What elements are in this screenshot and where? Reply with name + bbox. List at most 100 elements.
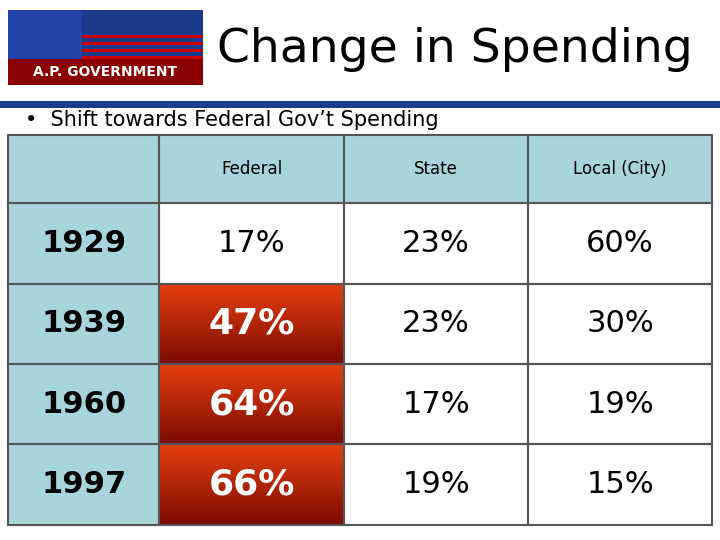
Bar xyxy=(159,407,344,408)
Bar xyxy=(159,372,344,373)
Bar xyxy=(159,310,344,312)
Bar xyxy=(159,516,344,518)
Bar xyxy=(159,473,344,475)
Bar xyxy=(159,322,344,324)
Bar xyxy=(159,509,344,511)
Bar xyxy=(159,338,344,339)
Bar xyxy=(159,343,344,345)
Bar xyxy=(159,362,344,364)
Bar xyxy=(159,368,344,370)
Bar xyxy=(159,519,344,521)
Bar xyxy=(159,479,344,481)
Bar xyxy=(159,298,344,300)
Bar xyxy=(344,444,528,525)
Bar xyxy=(159,335,344,337)
Bar xyxy=(159,441,344,442)
Bar xyxy=(159,360,344,361)
Bar xyxy=(159,404,344,406)
Bar xyxy=(159,135,344,203)
Bar xyxy=(159,438,344,440)
Text: 17%: 17% xyxy=(217,229,285,258)
Bar xyxy=(159,373,344,374)
Bar xyxy=(344,203,528,284)
Bar xyxy=(159,518,344,520)
Bar xyxy=(159,325,344,327)
Bar xyxy=(159,462,344,463)
Bar xyxy=(159,507,344,508)
Bar xyxy=(159,466,344,468)
Bar xyxy=(159,508,344,509)
Bar xyxy=(159,465,344,467)
Bar xyxy=(528,203,712,284)
Bar xyxy=(8,364,159,444)
Text: Change in Spending: Change in Spending xyxy=(217,28,693,72)
Bar xyxy=(159,495,344,497)
Bar xyxy=(159,517,344,519)
Bar xyxy=(0,101,720,108)
Bar xyxy=(159,487,344,489)
Bar xyxy=(159,297,344,299)
Bar xyxy=(159,340,344,342)
Bar xyxy=(82,56,203,59)
Bar xyxy=(159,399,344,400)
Text: 19%: 19% xyxy=(586,389,654,418)
Bar xyxy=(159,397,344,399)
Bar xyxy=(159,286,344,288)
Bar xyxy=(8,203,159,284)
Bar xyxy=(159,299,344,301)
Bar xyxy=(159,386,344,387)
Bar xyxy=(159,430,344,431)
Bar xyxy=(159,393,344,394)
Bar xyxy=(159,492,344,494)
Bar xyxy=(159,289,344,291)
Bar xyxy=(159,410,344,411)
Bar xyxy=(159,444,344,525)
Text: 17%: 17% xyxy=(402,389,470,418)
Bar xyxy=(159,366,344,367)
Bar xyxy=(159,346,344,347)
Bar xyxy=(159,426,344,427)
Bar xyxy=(159,396,344,397)
Bar xyxy=(159,485,344,487)
Bar xyxy=(159,375,344,377)
Text: 30%: 30% xyxy=(586,309,654,338)
Text: 1929: 1929 xyxy=(41,229,126,258)
Bar xyxy=(159,503,344,505)
Bar xyxy=(159,302,344,303)
Bar xyxy=(159,496,344,498)
Bar xyxy=(528,444,712,525)
Bar xyxy=(159,284,344,286)
Bar xyxy=(159,360,344,362)
Bar xyxy=(159,431,344,433)
Bar xyxy=(159,203,344,284)
Bar xyxy=(159,500,344,502)
Bar xyxy=(159,327,344,329)
Bar xyxy=(159,336,344,338)
Bar xyxy=(159,370,344,372)
Text: Federal: Federal xyxy=(221,160,282,178)
Bar xyxy=(8,59,203,85)
Text: 60%: 60% xyxy=(586,229,654,258)
Bar xyxy=(159,483,344,484)
Bar xyxy=(159,449,344,450)
Bar xyxy=(159,445,344,446)
Bar xyxy=(344,135,528,203)
Bar xyxy=(8,364,159,444)
Bar xyxy=(159,424,344,426)
Bar xyxy=(159,394,344,395)
Bar xyxy=(159,294,344,295)
Bar xyxy=(159,353,344,355)
Bar xyxy=(159,408,344,409)
Bar xyxy=(159,348,344,350)
Bar xyxy=(344,284,528,364)
Bar xyxy=(8,135,159,203)
Bar xyxy=(159,315,344,317)
Bar xyxy=(159,304,344,306)
Bar xyxy=(159,309,344,310)
Bar xyxy=(159,455,344,456)
Bar xyxy=(159,313,344,315)
Text: 66%: 66% xyxy=(208,468,294,502)
Bar xyxy=(159,438,344,439)
Bar xyxy=(159,444,344,525)
Bar xyxy=(159,203,344,284)
